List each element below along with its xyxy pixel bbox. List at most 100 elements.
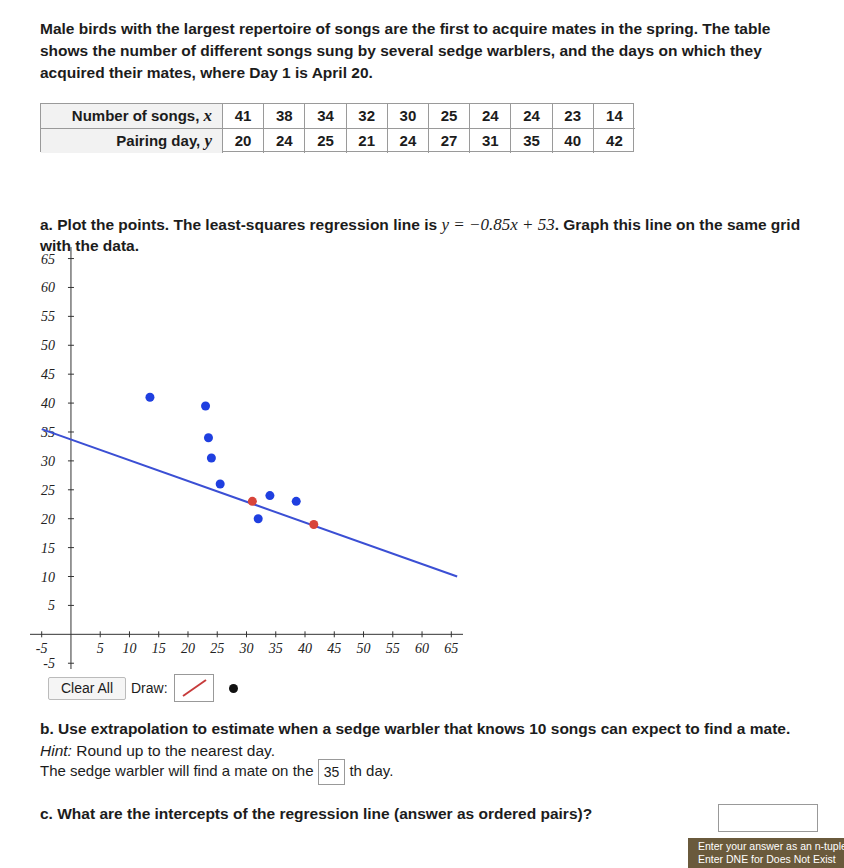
point [254, 514, 263, 523]
answer-text: th day. [345, 762, 393, 779]
table-header-cell: Number of songs, x [41, 104, 223, 129]
x-tick [305, 631, 306, 637]
intro-line: acquired their mates, where Day 1 is Apr… [40, 64, 373, 82]
x-tick-label: 40 [298, 641, 312, 656]
x-tick-label: 45 [327, 641, 341, 656]
y-tick [68, 460, 74, 461]
row-variable: y [204, 131, 212, 150]
point [207, 454, 216, 463]
y-tick [68, 605, 74, 606]
chart: -55101520253035404550556065-551015202530… [0, 0, 844, 868]
table-cell: 42 [594, 129, 635, 154]
input-help: Enter your answer as an n-tuple of numbe… [688, 838, 844, 868]
x-tick [246, 631, 247, 637]
table-cell: 40 [553, 129, 594, 154]
row-label: Number of songs, [72, 107, 204, 124]
line-icon [183, 680, 206, 696]
x-tick [158, 631, 159, 637]
x-tick-label: 15 [152, 641, 166, 656]
row-label: Pairing day, [116, 132, 204, 149]
table-cell: 41 [223, 104, 264, 129]
x-tick [451, 631, 452, 637]
y-tick-label: 55 [41, 309, 55, 324]
table-header-cell: Pairing day, y [41, 129, 223, 154]
point [201, 401, 210, 410]
y-tick [68, 547, 74, 548]
y-tick [68, 374, 74, 375]
y-tick-label: 25 [41, 483, 55, 498]
y-tick-label: 40 [41, 396, 55, 411]
part-c-question: c. What are the intercepts of the regres… [40, 805, 592, 823]
table-cell: 21 [347, 129, 388, 154]
part-a: a. Plot the points. The least-squares re… [40, 214, 805, 256]
answer-box[interactable]: 35 [318, 759, 346, 785]
line-tool[interactable] [174, 674, 214, 702]
x-tick-label: 25 [210, 641, 224, 656]
point [204, 433, 213, 442]
x-tick-label: -5 [36, 641, 48, 656]
table-cell: 35 [511, 129, 552, 154]
table-cell: 24 [470, 104, 511, 129]
x-tick-label: 5 [97, 641, 104, 656]
part-a-text: a. Plot the points. The least-squares re… [40, 216, 441, 233]
data-table: Number of songs, x41383432302524242314Pa… [40, 103, 634, 152]
equation: y = −0.85x + 53 [441, 215, 554, 234]
x-tick [129, 631, 130, 637]
plot-area [42, 393, 457, 577]
table-cell: 27 [429, 129, 470, 154]
y-tick [68, 345, 74, 346]
table-cell: 24 [388, 129, 429, 154]
hint-text: Round up to the nearest day. [72, 742, 275, 759]
x-tick [392, 631, 393, 637]
y-tick-label: -5 [43, 656, 55, 671]
x-tick-label: 35 [268, 641, 283, 656]
point [292, 497, 301, 506]
x-tick-label: 10 [122, 641, 136, 656]
x-tick-label: 65 [444, 641, 458, 656]
intro-line: Male birds with the largest repertoire o… [40, 20, 770, 38]
y-tick [68, 316, 74, 317]
part-b-answer-line: The sedge warbler will find a mate on th… [40, 758, 393, 784]
table-cell: 25 [305, 129, 346, 154]
y-tick-label: 10 [41, 570, 55, 585]
y-tick-label: 30 [40, 454, 55, 469]
table-cell: 30 [388, 104, 429, 129]
table-cell: 31 [470, 129, 511, 154]
y-tick [68, 663, 74, 664]
table-cell: 14 [594, 104, 635, 129]
intro-line: shows the number of different songs sung… [40, 42, 762, 60]
x-tick-label: 30 [239, 641, 254, 656]
page: { "page": { "intro_lines": [ "Male birds… [0, 0, 844, 868]
input-help-line: Enter your answer as an n-tuple of numbe… [698, 840, 844, 852]
y-tick-label: 20 [41, 512, 55, 527]
row-variable: x [204, 106, 213, 125]
table-cell: 24 [511, 104, 552, 129]
hint-label: Hint: [40, 742, 72, 759]
y-tick-label: 15 [41, 541, 55, 556]
table-cell: 23 [553, 104, 594, 129]
drawn-line [42, 429, 457, 576]
point-tool[interactable] [216, 674, 250, 702]
x-tick [100, 631, 101, 637]
x-tick [217, 631, 218, 637]
x-tick [275, 631, 276, 637]
y-tick-label: 60 [41, 280, 55, 295]
draw-label: Draw: [131, 677, 168, 700]
x-tick [334, 631, 335, 637]
x-tick-label: 20 [181, 641, 195, 656]
y-tick [68, 576, 74, 577]
part-b-question: b. Use extrapolation to estimate when a … [40, 720, 790, 738]
point [265, 491, 274, 500]
point-icon [229, 684, 238, 693]
x-tick [41, 631, 42, 637]
y-tick [68, 403, 74, 404]
table-cell: 32 [347, 104, 388, 129]
y-tick-label: 45 [41, 367, 55, 382]
part-c-input[interactable] [718, 804, 818, 832]
y-tick [68, 431, 74, 432]
clear-all-button[interactable]: Clear All [48, 677, 126, 700]
input-help-line: Enter DNE for Does Not Exist [698, 853, 836, 865]
y-tick [68, 258, 74, 259]
y-tick-label: 50 [41, 338, 55, 353]
answer-text: The sedge warbler will find a mate on th… [40, 762, 318, 779]
